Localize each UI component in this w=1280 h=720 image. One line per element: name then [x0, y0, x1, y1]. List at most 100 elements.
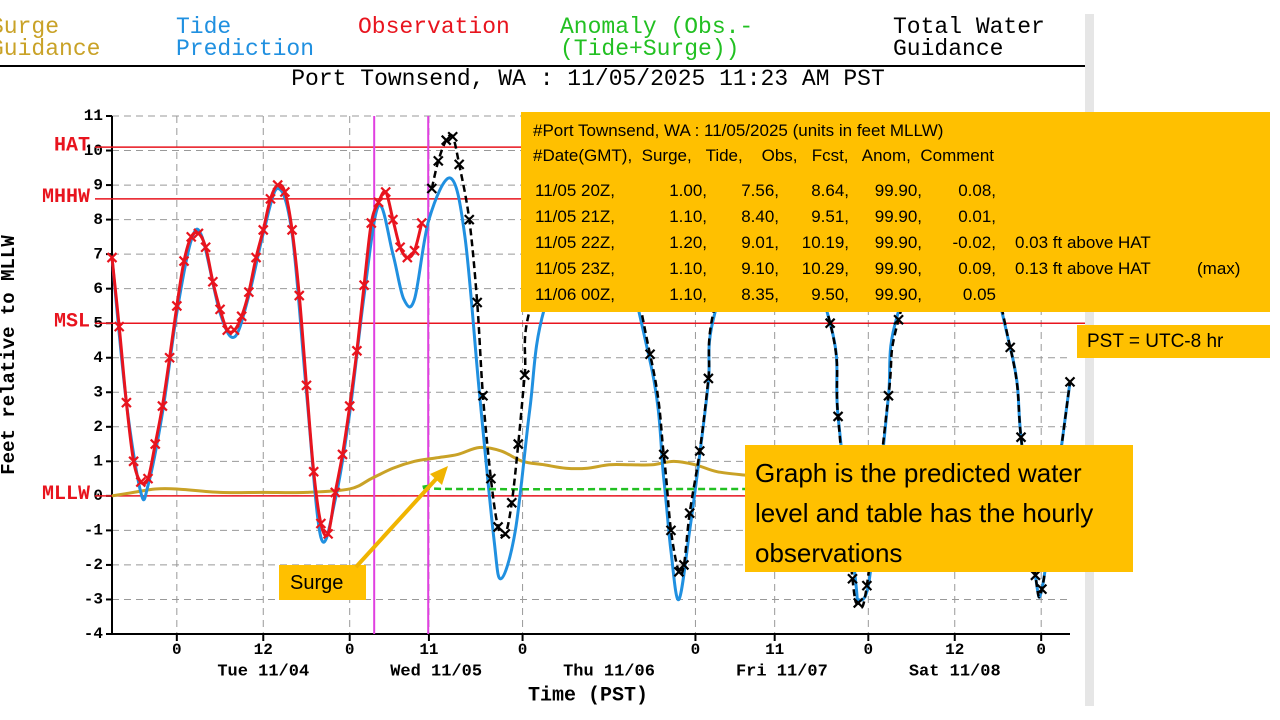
surge-callout: Surge	[279, 565, 366, 600]
data-point	[512, 438, 524, 450]
data-point	[330, 487, 341, 498]
data-point	[366, 217, 377, 229]
x-marker	[847, 573, 858, 585]
ref-label: MLLW	[42, 483, 90, 506]
data-point	[684, 507, 695, 519]
data-point	[301, 380, 312, 391]
data-point	[658, 449, 670, 460]
data-point	[1030, 570, 1041, 581]
table-cell: 10.19,	[801, 233, 849, 252]
y-tick-label: 11	[84, 107, 103, 125]
table-cell: 7.56,	[741, 181, 779, 200]
x-tick-label: 12	[945, 641, 964, 659]
x-axis-label: Time (PST)	[528, 684, 648, 707]
table-cell: 1.00,	[669, 181, 707, 200]
data-point	[344, 400, 355, 412]
x-marker	[200, 241, 211, 253]
y-tick-label: 6	[93, 280, 103, 298]
x-tick-label: 0	[518, 641, 528, 659]
x-marker	[673, 566, 685, 578]
table-cell: 9.51,	[811, 207, 849, 226]
data-point	[477, 390, 489, 401]
data-point	[214, 304, 226, 315]
series-line	[111, 445, 747, 498]
data-point	[519, 369, 531, 381]
x-marker	[286, 224, 298, 236]
data-point	[644, 349, 656, 360]
day-label: Tue 11/04	[217, 662, 309, 681]
x-marker	[294, 290, 305, 301]
series-line	[110, 183, 424, 538]
data-point	[1064, 376, 1076, 388]
x-marker	[113, 321, 125, 332]
data-point	[847, 573, 858, 585]
y-tick-label: 8	[93, 211, 103, 229]
data-point	[178, 255, 190, 267]
x-marker	[658, 449, 670, 460]
data-point	[394, 241, 406, 253]
data-point	[409, 245, 420, 256]
y-tick-label: 1	[93, 453, 103, 471]
data-point	[128, 456, 139, 467]
data-point	[506, 497, 518, 509]
data-point	[142, 473, 154, 484]
data-point	[500, 528, 511, 540]
x-marker	[440, 134, 452, 146]
x-marker	[207, 276, 219, 288]
table-cell: 11/06 00Z,	[535, 285, 616, 304]
x-marker	[301, 380, 312, 391]
data-point	[265, 193, 276, 205]
table-cell: 9.01,	[741, 233, 779, 252]
data-point	[665, 525, 677, 536]
x-marker	[678, 559, 690, 571]
x-marker	[337, 449, 348, 460]
x-marker	[308, 466, 319, 477]
table-cell: 11/05 21Z,	[535, 207, 616, 226]
legend-entry: Total Water Guidance	[893, 14, 1045, 62]
x-marker	[193, 228, 204, 239]
x-tick-label: 0	[691, 641, 701, 659]
x-marker	[832, 411, 844, 422]
table-cell: 99.90,	[874, 207, 922, 226]
x-marker	[485, 473, 497, 484]
data-point	[485, 473, 497, 484]
data-point	[893, 314, 904, 326]
data-point	[243, 286, 255, 298]
y-tick-label: 3	[93, 383, 103, 401]
x-marker	[351, 345, 363, 357]
table-title: #Port Townsend, WA : 11/05/2025 (units i…	[533, 121, 944, 140]
x-marker	[164, 352, 175, 364]
x-marker	[358, 279, 370, 291]
x-tick-label: 0	[345, 641, 355, 659]
data-point	[416, 217, 428, 229]
x-marker	[214, 304, 226, 315]
data-point	[852, 597, 864, 609]
y-tick-label: 9	[93, 176, 103, 194]
data-point	[351, 345, 363, 357]
data-point	[1015, 431, 1027, 443]
x-marker	[257, 224, 269, 236]
y-tick-label: -4	[84, 625, 104, 643]
table-cell: 0.05	[962, 285, 996, 304]
chart-title: Port Townsend, WA : 11/05/2025 11:23 AM …	[291, 66, 885, 92]
data-point	[883, 390, 894, 401]
table-cell: 1.10,	[669, 285, 707, 304]
x-marker	[506, 497, 518, 509]
table-cell: 1.10,	[669, 259, 707, 278]
legend-entry: Surge Guidance	[0, 14, 101, 62]
x-marker	[128, 456, 139, 467]
data-point	[832, 411, 844, 422]
table-cell: (max)	[1197, 259, 1241, 278]
data-point	[694, 445, 706, 457]
x-marker	[178, 255, 190, 267]
y-tick-label: 7	[93, 245, 103, 263]
x-marker	[387, 214, 399, 225]
data-point	[229, 324, 240, 336]
day-label: Thu 11/06	[563, 662, 655, 681]
x-marker	[703, 373, 714, 384]
table-cell: 8.64,	[811, 181, 849, 200]
x-marker	[380, 186, 391, 198]
x-marker	[236, 311, 247, 322]
note-box: Graph is the predicted water level and t…	[745, 445, 1133, 572]
table-cell: 1.10,	[669, 207, 707, 226]
